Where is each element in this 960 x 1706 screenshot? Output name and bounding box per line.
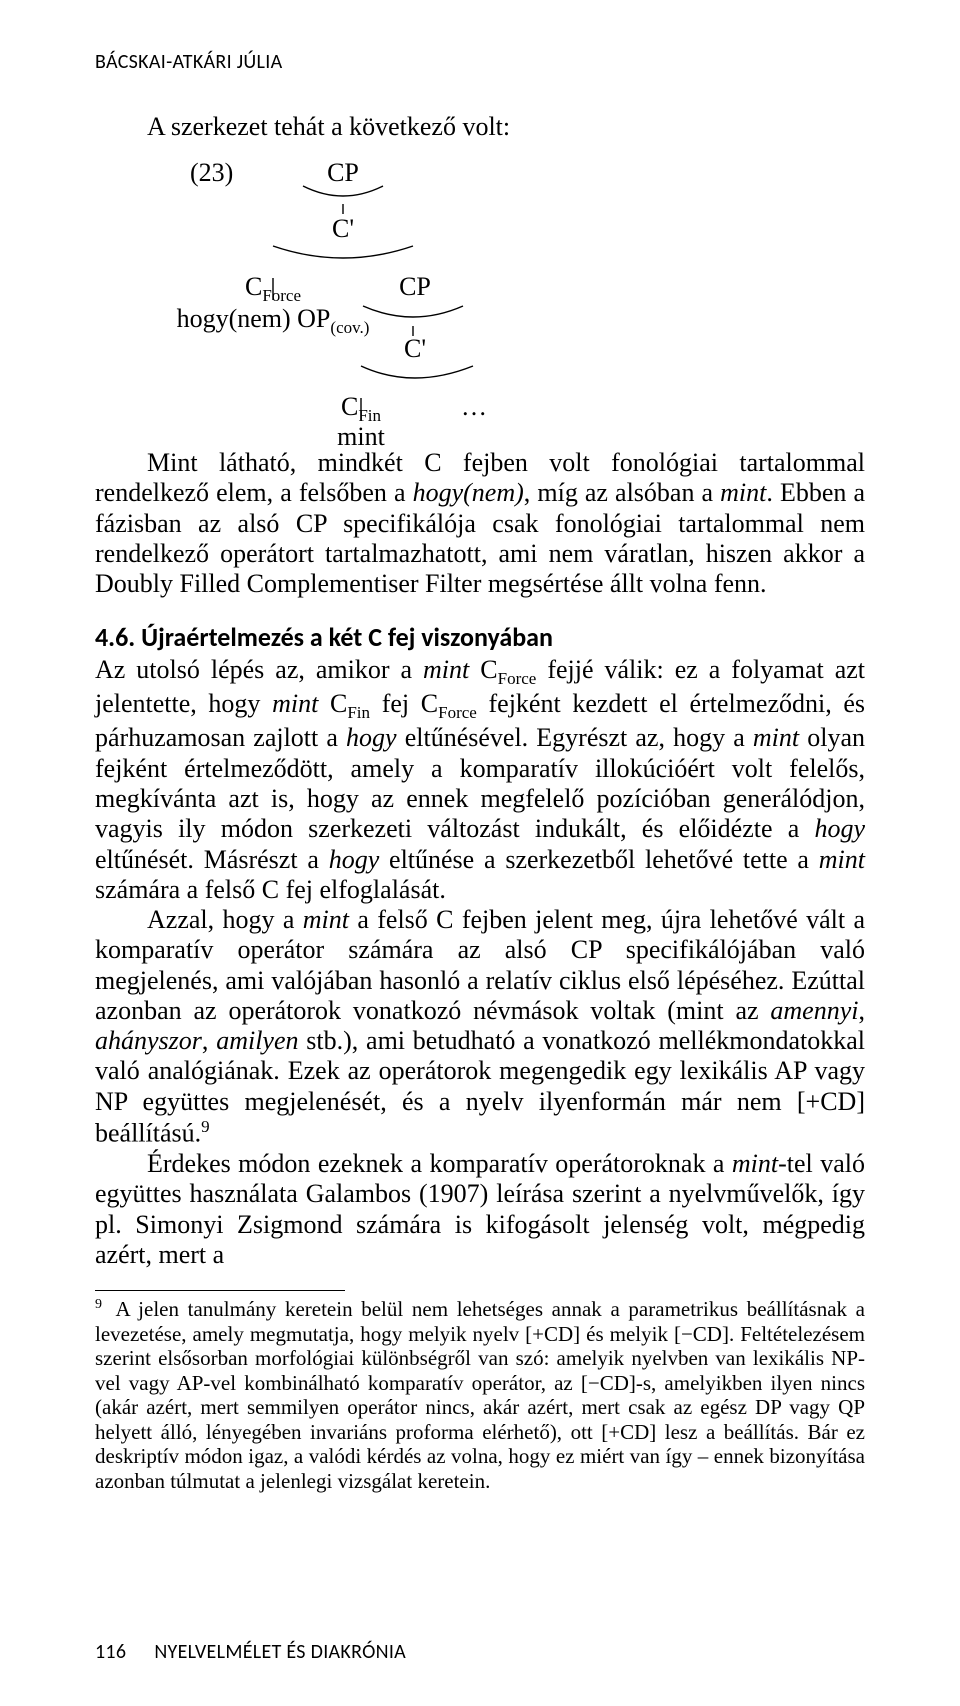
p2-j: eltűnése a szerkezetből lehetővé tette a — [379, 845, 819, 874]
running-header: BÁCSKAI-ATKÁRI JÚLIA — [95, 50, 865, 74]
node-c2: C' — [404, 334, 426, 364]
page-number: 116 — [95, 1640, 126, 1664]
p2-d: C — [318, 689, 347, 718]
intro-line: A szerkezet tehát a következő volt: — [95, 112, 865, 142]
p2-sub2: Fin — [347, 704, 370, 723]
node-cp1: CP — [327, 158, 359, 188]
p4-it1: mint — [732, 1149, 778, 1178]
node-hogy-sub: (cov.) — [330, 318, 369, 337]
p2-it7: mint — [819, 845, 865, 874]
p2-sub1: Force — [498, 670, 537, 689]
p2-i: eltűnését. Másrészt a — [95, 845, 329, 874]
footnote-text: A jelen tanulmány keretein belül nem leh… — [95, 1297, 865, 1493]
node-cforce: CForce — [245, 272, 301, 306]
p2-k: számára a felső C fej elfoglalását. — [95, 875, 446, 904]
footnote-rule — [95, 1290, 345, 1291]
p4-a: Érdekes módon ezeknek a komparatív operá… — [147, 1149, 732, 1178]
footnote-ref-9: 9 — [201, 1117, 210, 1136]
p2-it2: mint — [272, 689, 318, 718]
node-hogy: hogy(nem) OP(cov.) — [177, 304, 370, 338]
node-dots: … — [461, 392, 489, 422]
paragraph-3: Azzal, hogy a mint a felső C fejben jele… — [95, 905, 865, 1149]
p2-e: fej C — [370, 689, 438, 718]
p2-g: eltűnésével. Egyrészt az, hogy a — [397, 723, 753, 752]
node-cfin-head: C — [341, 392, 358, 421]
p2-it1: mint — [423, 655, 469, 684]
p3-c: , — [859, 996, 866, 1025]
p1-it2: mint — [720, 478, 766, 507]
p3-d: , — [202, 1026, 216, 1055]
p3-a: Azzal, hogy a — [147, 905, 303, 934]
p2-it4: mint — [753, 723, 799, 752]
node-cforce-sub: Force — [262, 286, 301, 305]
footer-title: NYELVELMÉLET ÉS DIAKRÓNIA — [154, 1640, 406, 1664]
p2-it6: hogy — [329, 845, 380, 874]
syntax-tree: CP C' CForce CP hogy(nem) OP(cov.) C' CF… — [95, 160, 865, 440]
node-mint: mint — [337, 422, 385, 452]
p3-it2: amennyi — [770, 996, 858, 1025]
node-hogy-text: hogy(nem) OP — [177, 304, 331, 333]
footnote-9: 9 A jelen tanulmány keretein belül nem l… — [95, 1297, 865, 1494]
paragraph-1: Mint látható, mindkét C fejben volt fono… — [95, 448, 865, 599]
p2-a: Az utolsó lépés az, amikor a — [95, 655, 423, 684]
node-cp2: CP — [399, 272, 431, 302]
p2-sub3: Force — [438, 704, 477, 723]
p3-it3: ahányszor — [95, 1026, 202, 1055]
p1-b: , míg az alsóban a — [524, 478, 720, 507]
paragraph-2: Az utolsó lépés az, amikor a mint CForce… — [95, 655, 865, 905]
p2-b: C — [469, 655, 497, 684]
p3-it4: amilyen — [216, 1026, 298, 1055]
p3-it1: mint — [303, 905, 349, 934]
paragraph-4: Érdekes módon ezeknek a komparatív operá… — [95, 1149, 865, 1270]
node-c1: C' — [332, 214, 354, 244]
p1-it1: hogy(nem) — [413, 478, 524, 507]
running-footer: 116 NYELVELMÉLET ÉS DIAKRÓNIA — [95, 1640, 406, 1664]
p2-it3: hogy — [346, 723, 397, 752]
node-cforce-head: C — [245, 272, 262, 301]
footnote-number: 9 — [95, 1297, 102, 1312]
p2-it5: hogy — [814, 814, 865, 843]
author-name: BÁCSKAI-ATKÁRI JÚLIA — [95, 50, 282, 74]
section-heading: 4.6. Újraértelmezés a két C fej viszonyá… — [95, 621, 865, 653]
